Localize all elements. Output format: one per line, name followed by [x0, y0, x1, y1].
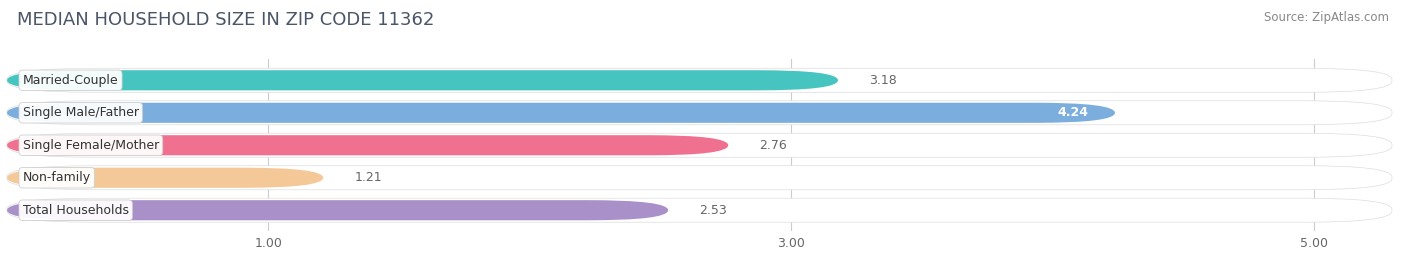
- Text: Single Male/Father: Single Male/Father: [22, 106, 139, 119]
- Text: Single Female/Mother: Single Female/Mother: [22, 139, 159, 152]
- Text: 4.24: 4.24: [1057, 106, 1088, 119]
- Text: Total Households: Total Households: [22, 204, 129, 217]
- FancyBboxPatch shape: [7, 68, 1392, 92]
- Text: Married-Couple: Married-Couple: [22, 74, 118, 87]
- Text: Non-family: Non-family: [22, 171, 91, 184]
- FancyBboxPatch shape: [7, 198, 1392, 222]
- Text: 3.18: 3.18: [869, 74, 897, 87]
- FancyBboxPatch shape: [7, 101, 1392, 125]
- Text: MEDIAN HOUSEHOLD SIZE IN ZIP CODE 11362: MEDIAN HOUSEHOLD SIZE IN ZIP CODE 11362: [17, 11, 434, 29]
- FancyBboxPatch shape: [7, 166, 1392, 190]
- Text: 1.21: 1.21: [354, 171, 382, 184]
- FancyBboxPatch shape: [7, 135, 728, 155]
- FancyBboxPatch shape: [7, 70, 838, 90]
- Text: Source: ZipAtlas.com: Source: ZipAtlas.com: [1264, 11, 1389, 24]
- Text: 2.76: 2.76: [759, 139, 787, 152]
- Text: 2.53: 2.53: [700, 204, 727, 217]
- FancyBboxPatch shape: [7, 200, 668, 220]
- FancyBboxPatch shape: [7, 103, 1115, 123]
- FancyBboxPatch shape: [7, 168, 323, 188]
- FancyBboxPatch shape: [7, 133, 1392, 157]
